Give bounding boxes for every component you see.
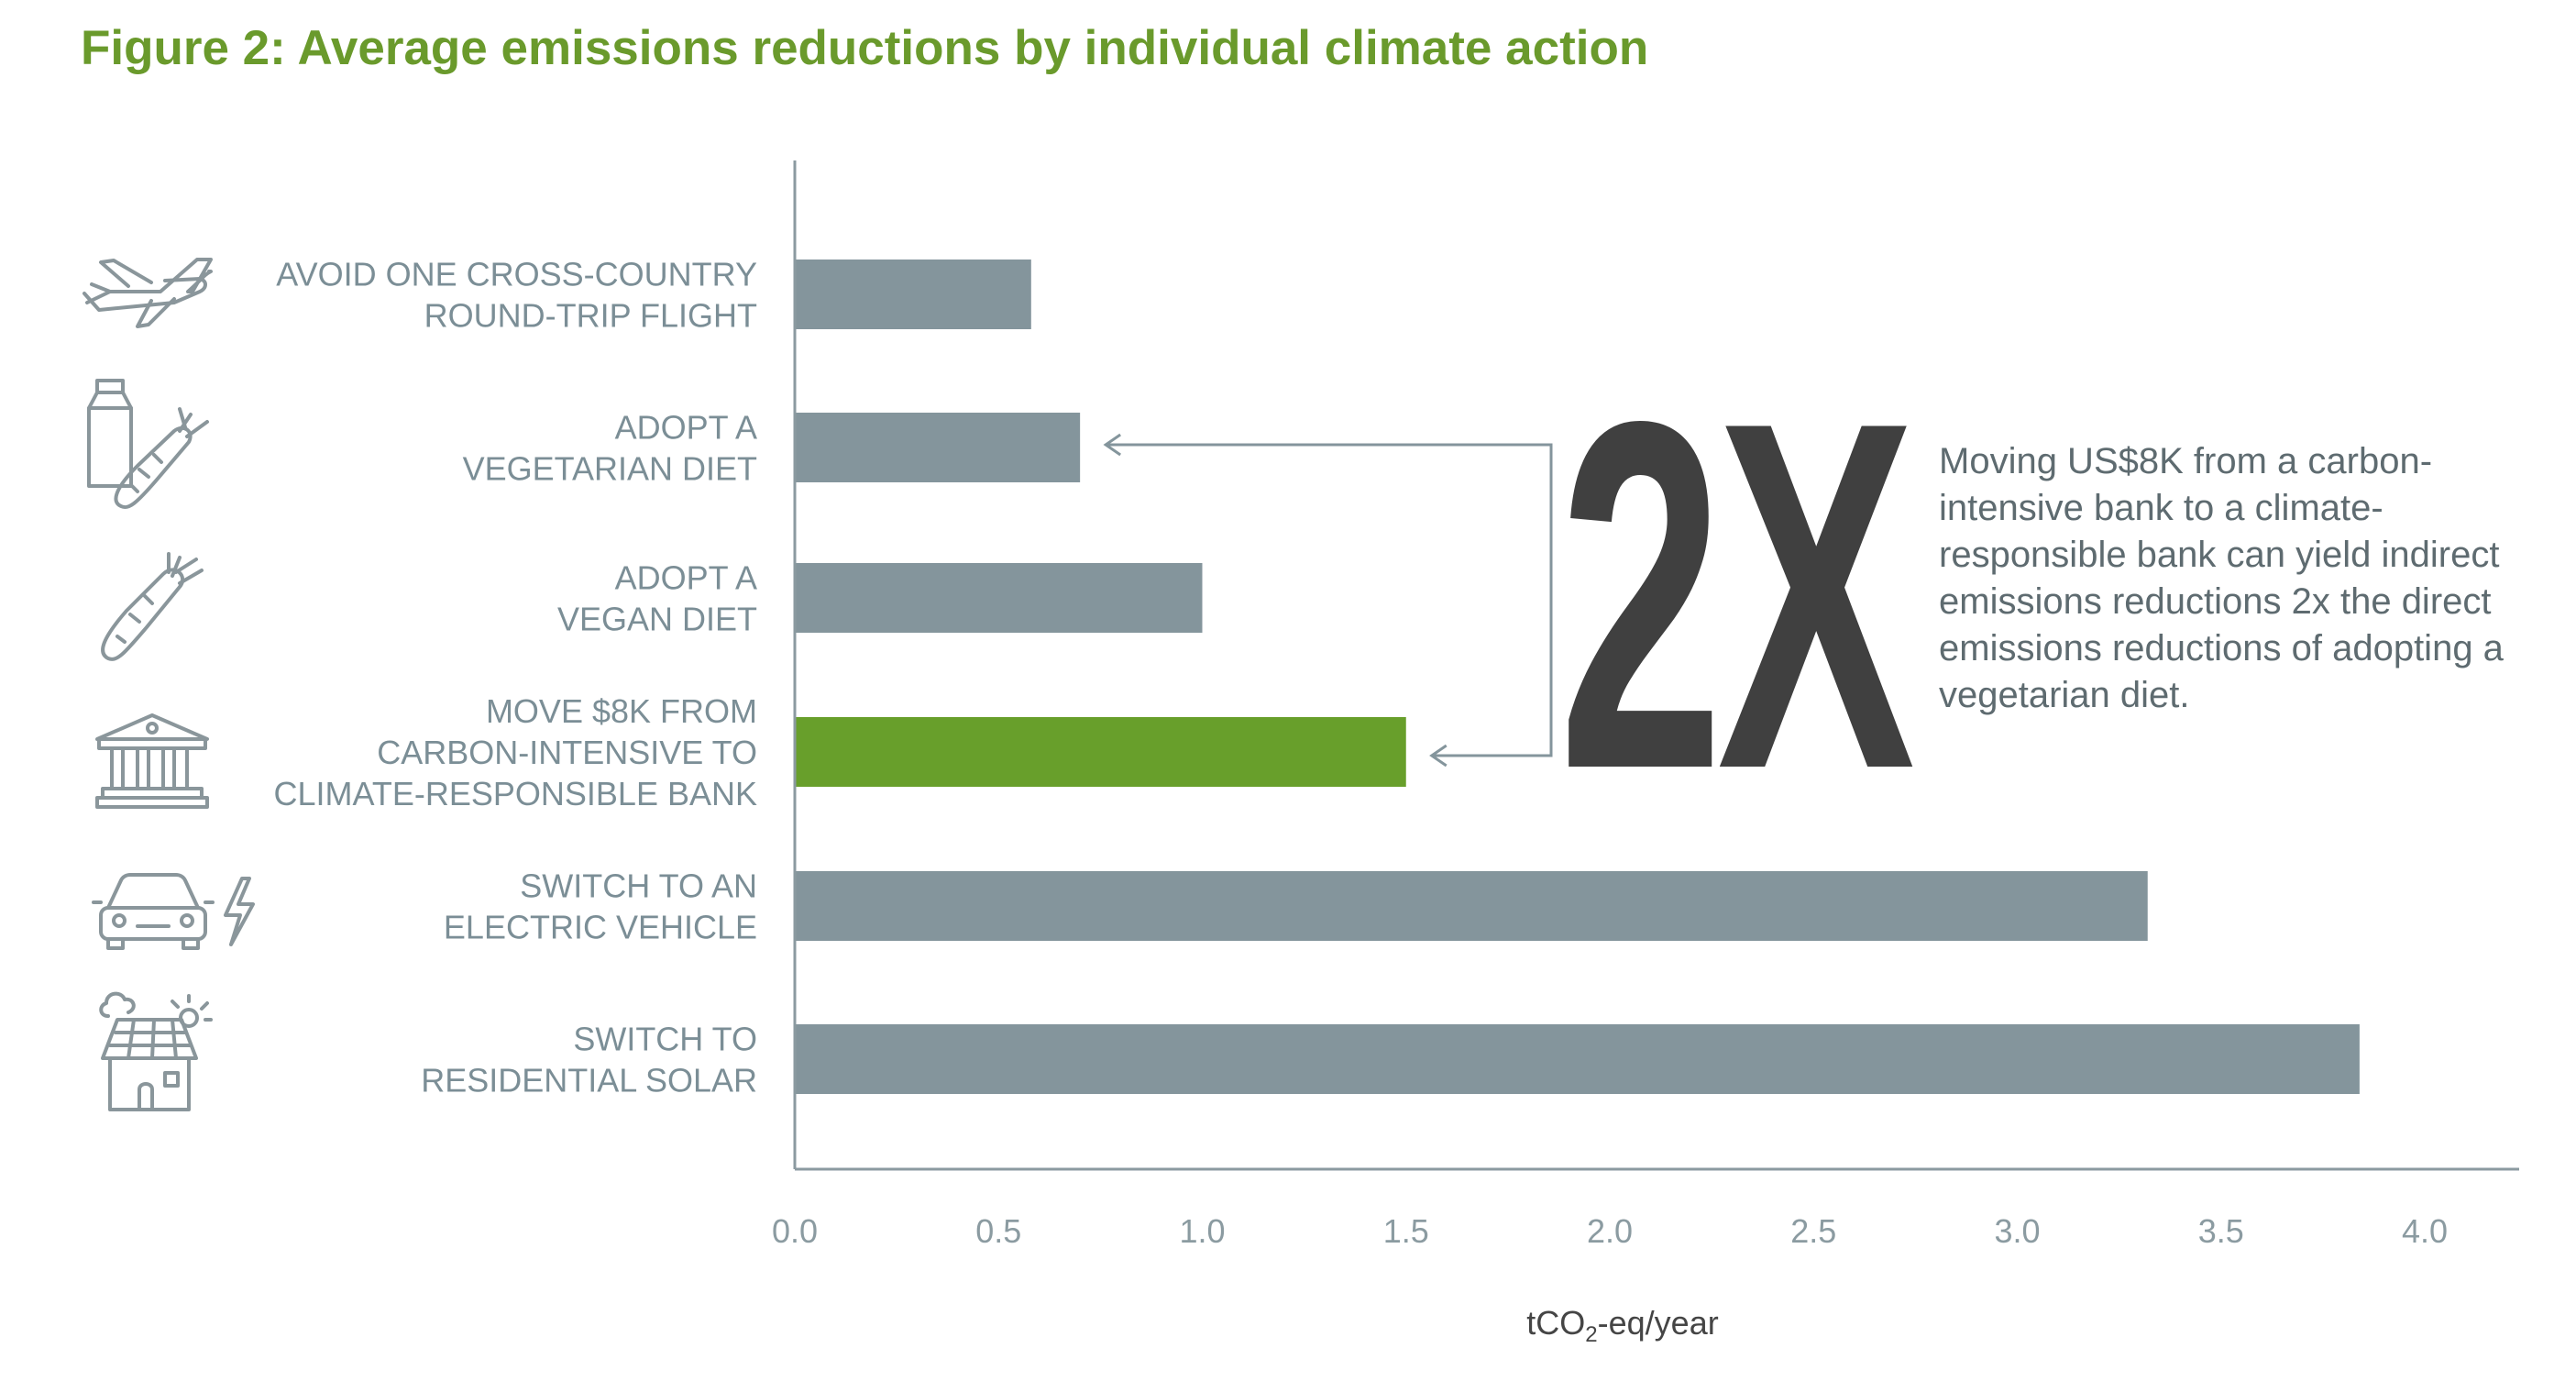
category-label-line: AVOID ONE CROSS-COUNTRY bbox=[276, 256, 757, 293]
x-tick-label: 2.5 bbox=[1790, 1212, 1836, 1250]
category-label-line: ELECTRIC VEHICLE bbox=[444, 909, 757, 946]
axes bbox=[793, 160, 2519, 1171]
category-label-line: VEGAN DIET bbox=[557, 601, 757, 638]
arrowhead-vegetarian bbox=[1103, 433, 1121, 457]
category-label-line: ADOPT A bbox=[615, 559, 757, 597]
bar-6 bbox=[795, 1024, 2360, 1094]
airplane-icon bbox=[83, 258, 213, 328]
bars bbox=[795, 260, 2360, 1094]
connector-line bbox=[1106, 443, 1553, 757]
category-label-line: SWITCH TO bbox=[573, 1021, 757, 1058]
x-tick-label: 1.5 bbox=[1383, 1212, 1429, 1250]
category-label-line: CLIMATE-RESPONSIBLE BANK bbox=[274, 775, 757, 812]
category-label-line: SWITCH TO AN bbox=[520, 867, 757, 905]
x-tick-label: 2.0 bbox=[1587, 1212, 1633, 1250]
bar-4 bbox=[795, 717, 1406, 787]
annotation-connector bbox=[1103, 433, 1553, 768]
x-axis-label: tCO2-eq/year bbox=[1526, 1304, 1718, 1347]
electric-car-icon bbox=[92, 873, 255, 950]
x-tick-labels: 0.0 0.5 1.0 1.5 2.0 2.5 3.0 3.5 4.0 bbox=[772, 1212, 2448, 1250]
bar-5 bbox=[795, 871, 2148, 941]
annotation-text: Moving US$8K from a carbon-intensive ban… bbox=[1939, 441, 2504, 715]
x-tick-label: 3.5 bbox=[2198, 1212, 2244, 1250]
category-label-line: RESIDENTIAL SOLAR bbox=[421, 1062, 757, 1099]
bar-1 bbox=[795, 260, 1031, 329]
arrowhead-bank bbox=[1429, 744, 1448, 768]
category-label-line: ROUND-TRIP FLIGHT bbox=[424, 297, 757, 335]
category-label-line: CARBON-INTENSIVE TO bbox=[377, 734, 757, 771]
carrot-icon bbox=[101, 552, 204, 661]
bar-3 bbox=[795, 563, 1203, 633]
category-label-line: MOVE $8K FROM bbox=[486, 692, 757, 730]
bar-2 bbox=[795, 413, 1081, 482]
category-labels: AVOID ONE CROSS-COUNTRY ROUND-TRIP FLIGHT… bbox=[274, 256, 757, 1099]
x-tick-label: 1.0 bbox=[1179, 1212, 1225, 1250]
x-tick-label: 0.5 bbox=[975, 1212, 1021, 1250]
x-tick-label: 4.0 bbox=[2402, 1212, 2448, 1250]
milk-carton-carrot-icon bbox=[87, 379, 209, 510]
chart-title: Figure 2: Average emissions reductions b… bbox=[81, 21, 1649, 75]
category-icons bbox=[83, 258, 255, 1111]
two-x-callout: 2X bbox=[1558, 319, 1915, 872]
category-label-line: ADOPT A bbox=[615, 409, 757, 447]
bank-icon bbox=[95, 713, 209, 809]
category-label-line: VEGETARIAN DIET bbox=[463, 450, 757, 488]
x-tick-label: 0.0 bbox=[772, 1212, 818, 1250]
x-tick-label: 3.0 bbox=[1994, 1212, 2040, 1250]
solar-house-icon bbox=[99, 991, 213, 1111]
